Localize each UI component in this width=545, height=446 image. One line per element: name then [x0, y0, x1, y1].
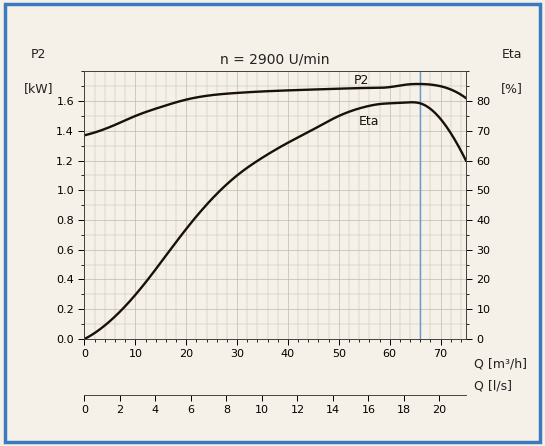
- Text: Eta: Eta: [501, 48, 522, 61]
- Text: [kW]: [kW]: [24, 82, 53, 95]
- Text: P2: P2: [31, 48, 46, 61]
- Text: Eta: Eta: [359, 115, 380, 128]
- Text: P2: P2: [354, 74, 370, 87]
- Title: n = 2900 U/min: n = 2900 U/min: [221, 52, 330, 66]
- Text: [%]: [%]: [501, 82, 523, 95]
- Text: Q [m³/h]: Q [m³/h]: [474, 358, 526, 371]
- Text: Q [l/s]: Q [l/s]: [474, 379, 512, 392]
